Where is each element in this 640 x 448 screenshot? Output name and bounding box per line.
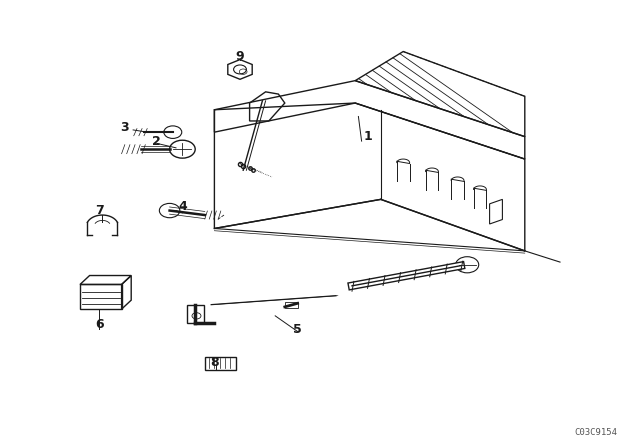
Text: 9: 9	[236, 49, 244, 63]
Text: 2: 2	[152, 134, 161, 148]
Text: 1: 1	[364, 130, 372, 143]
Text: 5: 5	[293, 323, 302, 336]
Text: C03C9154: C03C9154	[575, 428, 618, 437]
Text: 7: 7	[95, 204, 104, 217]
Bar	[285, 302, 298, 308]
Text: 3: 3	[120, 121, 129, 134]
Text: 8: 8	[210, 356, 219, 370]
Text: 6: 6	[95, 318, 104, 332]
Bar	[205, 357, 236, 370]
Text: 4: 4	[178, 199, 187, 213]
Bar	[187, 305, 204, 323]
Bar	[80, 284, 122, 309]
